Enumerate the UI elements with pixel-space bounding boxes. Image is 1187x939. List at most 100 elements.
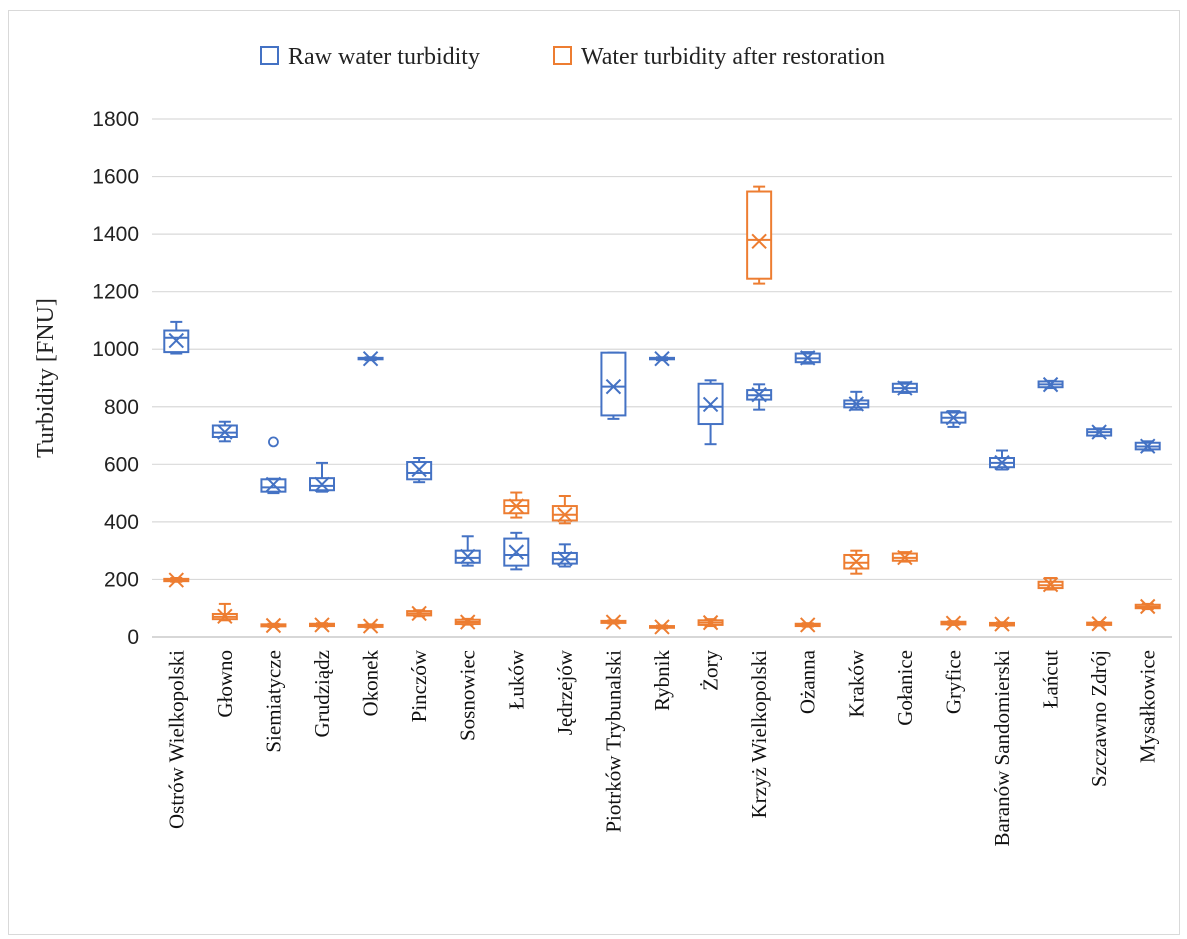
x-category-label-19: Szczawno Zdrój [1087, 650, 1111, 787]
box-0-13 [794, 350, 821, 366]
mean-marker [605, 378, 622, 395]
box-1-20 [1134, 598, 1161, 615]
x-category-label-4: Okonek [359, 650, 383, 717]
x-axis-category-labels: Ostrów Wielkopolski Głowno Siemiatycze Grud… [164, 649, 1159, 846]
legend-swatch-raw [260, 46, 279, 65]
mean-marker [265, 617, 282, 634]
box-1-16 [940, 615, 967, 631]
mean-marker [168, 332, 184, 349]
mean-marker [362, 351, 379, 367]
mean-marker [460, 548, 476, 565]
x-category-label-14: Kraków [844, 649, 868, 717]
legend-item-raw: Raw water turbidity [260, 44, 480, 70]
box-1-2 [260, 617, 287, 634]
mean-marker [1091, 616, 1107, 632]
mean-marker [1140, 598, 1156, 615]
mean-marker [557, 506, 573, 523]
box-0-14 [843, 390, 870, 412]
mean-marker [800, 617, 816, 633]
x-category-label-15: Gołanice [893, 650, 917, 726]
box-1-7 [503, 491, 530, 519]
mean-marker [897, 549, 913, 566]
y-tick-label-800: 800 [104, 396, 139, 419]
box-0-6 [454, 535, 481, 567]
x-category-label-0: Ostrów Wielkopolski [164, 650, 188, 829]
box-1-3 [309, 617, 335, 633]
mean-marker [1042, 576, 1059, 593]
legend-label-restored: Water turbidity after restoration [581, 44, 885, 70]
mean-marker [945, 615, 962, 631]
box-0-17 [989, 449, 1015, 471]
box-iqr [551, 505, 578, 522]
box-1-1 [211, 602, 238, 624]
mean-marker [994, 616, 1010, 632]
box-1-15 [891, 549, 918, 566]
mean-marker [1140, 438, 1156, 454]
box-0-4 [357, 351, 384, 367]
mean-marker [702, 396, 719, 413]
x-category-label-6: Sosnowiec [456, 650, 480, 741]
box-0-3 [309, 461, 335, 493]
x-category-label-12: Krzyż Wielkopolski [747, 650, 771, 819]
x-category-label-17: Baranów Sandomierski [990, 650, 1014, 847]
mean-marker [217, 424, 233, 440]
box-1-12 [746, 185, 773, 285]
mean-marker [848, 553, 864, 570]
box-0-11 [697, 379, 724, 446]
y-axis-title: Turbidity [FNU] [33, 298, 59, 458]
x-category-label-8: Jędrzejów [553, 649, 577, 735]
box-0-2 [260, 436, 287, 495]
mean-marker [751, 386, 767, 403]
box-iqr [746, 190, 773, 280]
box-1-4 [357, 618, 384, 634]
mean-marker [1091, 424, 1107, 440]
box-0-10 [649, 351, 675, 367]
mean-marker [460, 614, 476, 630]
x-category-label-7: Łuków [504, 649, 528, 709]
box-0-8 [551, 543, 578, 568]
box-0-9 [600, 351, 627, 420]
box-1-6 [454, 614, 481, 630]
box-0-19 [1086, 424, 1113, 440]
mean-marker [800, 350, 816, 366]
box-0-18 [1037, 376, 1064, 393]
box-1-13 [794, 617, 821, 633]
mean-marker [557, 551, 573, 567]
y-tick-label-1800: 1800 [92, 108, 139, 131]
y-tick-label-600: 600 [104, 453, 139, 476]
box-1-18 [1037, 576, 1064, 593]
box-0-5 [406, 457, 433, 484]
mean-marker [654, 351, 670, 367]
y-tick-label-0: 0 [127, 626, 139, 649]
mean-marker [945, 410, 962, 426]
x-category-label-2: Siemiatycze [261, 650, 285, 753]
box-series [163, 185, 1161, 635]
box-1-19 [1086, 616, 1113, 632]
x-category-label-1: Głowno [213, 650, 237, 718]
mean-marker [702, 614, 719, 631]
box-1-14 [843, 549, 870, 575]
mean-marker [1042, 376, 1059, 393]
y-tick-label-1000: 1000 [92, 338, 139, 361]
mean-marker [605, 614, 622, 630]
mean-marker [314, 617, 330, 633]
x-category-label-10: Rybnik [650, 650, 674, 712]
mean-marker [314, 476, 330, 493]
box-1-17 [989, 616, 1015, 632]
box-0-1 [211, 420, 238, 443]
x-category-label-9: Piotrków Trybunalski [601, 650, 625, 833]
box-1-11 [697, 614, 724, 631]
x-category-label-18: Łańcut [1039, 650, 1063, 708]
series-0 [163, 320, 1161, 571]
y-tick-label-1200: 1200 [92, 281, 139, 304]
mean-marker [168, 572, 184, 588]
mean-marker [508, 544, 524, 560]
x-category-label-5: Pinczów [407, 649, 431, 722]
chart-frame [8, 10, 1180, 935]
box-0-20 [1134, 438, 1161, 454]
y-axis-ticks: 0 200 400 600 800 1000 1200 1400 1600 1800 [92, 108, 139, 649]
mean-marker [411, 605, 427, 622]
x-category-label-13: Ożanna [796, 649, 820, 714]
series-1 [163, 185, 1161, 635]
